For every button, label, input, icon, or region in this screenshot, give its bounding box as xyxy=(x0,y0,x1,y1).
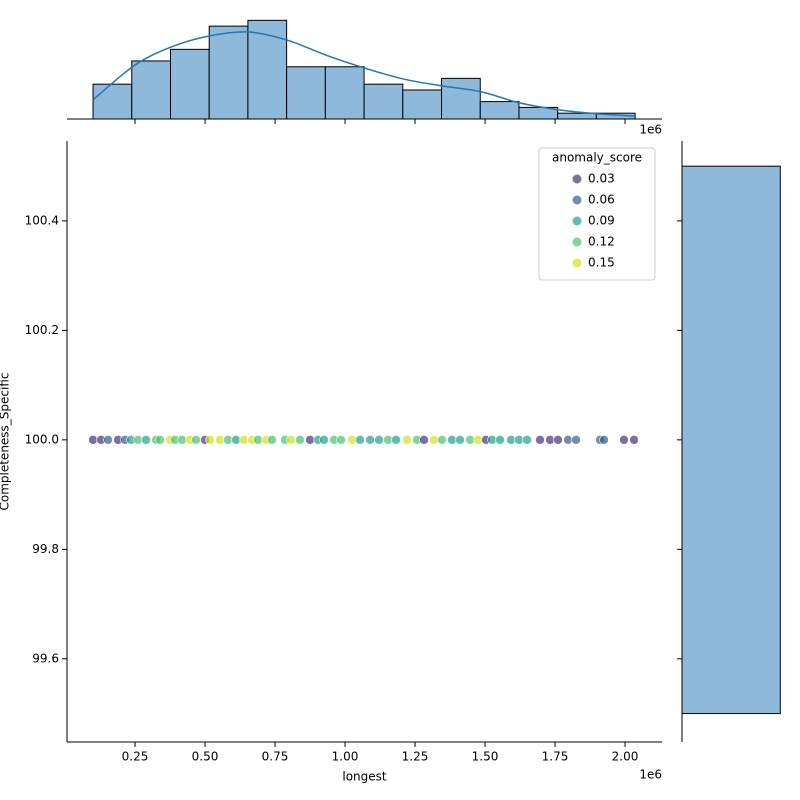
histogram-bar xyxy=(169,48,210,120)
legend-marker xyxy=(572,174,582,184)
scatter-point xyxy=(103,435,113,445)
scatter-point xyxy=(514,435,524,445)
scatter-point xyxy=(374,435,384,445)
histogram-bar xyxy=(479,101,520,120)
x-tick-label: 1.00 xyxy=(332,750,359,764)
scatter-point xyxy=(253,435,263,445)
histogram-bar xyxy=(681,165,781,715)
legend-box xyxy=(538,147,656,281)
scatter-point xyxy=(522,435,532,445)
histogram-bar xyxy=(131,60,171,120)
scatter-point xyxy=(465,435,475,445)
legend-label: 0.09 xyxy=(588,214,615,228)
legend-marker xyxy=(572,216,582,226)
scatter-point xyxy=(629,435,639,445)
scatter-point xyxy=(295,435,305,445)
scatter-point xyxy=(155,435,165,445)
scatter-point xyxy=(305,435,315,445)
scatter-point xyxy=(223,435,233,445)
x-tick-label: 0.25 xyxy=(122,750,149,764)
y-tick-label: 99.6 xyxy=(32,651,59,665)
scatter-point xyxy=(563,435,573,445)
legend-marker xyxy=(572,237,582,247)
scatter-point xyxy=(191,435,201,445)
scatter-point xyxy=(215,435,225,445)
scatter-point xyxy=(429,435,439,445)
scatter-point xyxy=(545,435,555,445)
scatter-point xyxy=(141,435,151,445)
scatter-point xyxy=(455,435,465,445)
y-tick-label: 100.4 xyxy=(25,213,59,227)
histogram-bar xyxy=(247,19,288,120)
x-tick-label: 2.00 xyxy=(612,750,639,764)
scatter-point xyxy=(88,435,98,445)
y-axis-label: Completeness_Specific xyxy=(0,372,12,510)
histogram-bar xyxy=(402,89,443,120)
scatter-point xyxy=(347,435,357,445)
y-tick-label: 100.2 xyxy=(25,323,59,337)
scatter-point xyxy=(495,435,505,445)
scatter-point xyxy=(553,435,563,445)
x-tick-label: 0.50 xyxy=(192,750,219,764)
scatter-point xyxy=(239,435,249,445)
scatter-point xyxy=(402,435,412,445)
scatter-point xyxy=(473,435,483,445)
scatter-point xyxy=(571,435,581,445)
scatter-point xyxy=(355,435,365,445)
scatter-point xyxy=(205,435,215,445)
y-tick-label: 100.0 xyxy=(25,432,59,446)
legend: anomaly_score 0.03 0.06 0.09 0.12 0.15 xyxy=(538,147,656,281)
x-tick-label: 0.75 xyxy=(262,750,289,764)
scatter-point xyxy=(419,435,429,445)
kde-line xyxy=(92,31,636,117)
x-tick-label: 1.25 xyxy=(402,750,429,764)
legend-title: anomaly_score xyxy=(552,151,642,165)
scatter-point xyxy=(506,435,516,445)
scatter-point xyxy=(437,435,447,445)
x-tick-label: 1.50 xyxy=(472,750,499,764)
x-tick-label: 1.75 xyxy=(542,750,569,764)
scatter-point xyxy=(487,435,497,445)
histogram-bar xyxy=(92,83,133,120)
histogram-bar xyxy=(557,112,597,120)
histogram-bar xyxy=(208,25,249,120)
x-offset-label: 1e6 xyxy=(639,123,662,137)
legend-marker xyxy=(572,258,582,268)
scatter-point xyxy=(231,435,241,445)
scatter-point xyxy=(133,435,143,445)
scatter-point xyxy=(391,435,401,445)
scatter-point xyxy=(267,435,277,445)
scatter-point xyxy=(619,435,629,445)
histogram-bar xyxy=(286,66,326,120)
scatter-point xyxy=(336,435,346,445)
scatter-point xyxy=(319,435,329,445)
x-offset-label: 1e6 xyxy=(639,768,662,782)
y-tick-label: 99.8 xyxy=(32,542,59,556)
legend-marker xyxy=(572,195,582,205)
scatter-point xyxy=(365,435,375,445)
scatter-point xyxy=(177,435,187,445)
scatter-point xyxy=(535,435,545,445)
legend-label: 0.03 xyxy=(588,172,615,186)
histogram-bar xyxy=(363,83,404,120)
histogram-bar xyxy=(324,66,365,120)
histogram-bar xyxy=(441,77,481,120)
scatter-point xyxy=(447,435,457,445)
legend-label: 0.15 xyxy=(588,256,615,270)
scatter-point xyxy=(599,435,609,445)
legend-label: 0.06 xyxy=(588,193,615,207)
histogram-bar xyxy=(595,112,636,120)
scatter-point xyxy=(383,435,393,445)
x-axis-label: longest xyxy=(342,770,387,784)
legend-label: 0.12 xyxy=(588,235,615,249)
scatter-point xyxy=(286,435,296,445)
